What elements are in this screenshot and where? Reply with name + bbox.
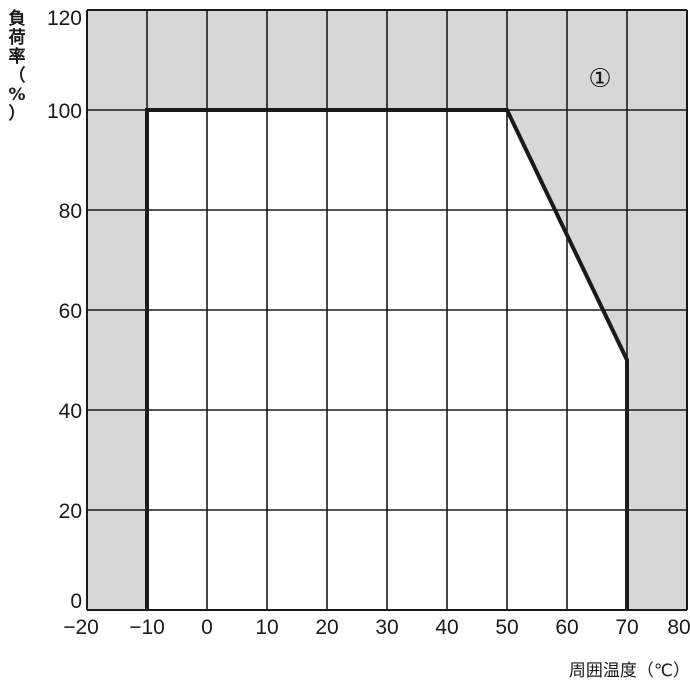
x-tick-labels: −20 −10 0 10 20 30 40 50 60 70 80	[63, 616, 690, 639]
x-tick-label: −20	[63, 616, 99, 639]
x-tick-label: 60	[555, 616, 578, 639]
y-tick-labels: 0 20 40 60 80 100 120	[47, 7, 82, 613]
x-axis-label: 周囲温度（℃）	[569, 661, 690, 681]
x-tick-label: 0	[201, 616, 213, 639]
y-axis-label-char: %	[8, 85, 25, 105]
y-tick-label: 20	[59, 500, 82, 523]
region-annotation: ①	[588, 64, 611, 94]
x-tick-label: −10	[129, 616, 165, 639]
x-tick-label: 80	[667, 616, 690, 639]
y-axis-label-char: ）	[9, 103, 26, 124]
y-tick-label: 80	[59, 200, 82, 223]
y-axis-label-char: （	[9, 65, 26, 86]
x-tick-label: 20	[315, 616, 338, 639]
y-tick-label: 120	[47, 7, 82, 30]
y-axis-label-char: 負	[9, 9, 26, 29]
y-tick-label: 60	[59, 300, 82, 323]
y-axis-label-char: 率	[9, 46, 26, 67]
grid	[86, 9, 688, 611]
y-tick-label: 100	[47, 100, 82, 123]
y-tick-label: 0	[70, 590, 82, 613]
x-tick-label: 40	[435, 616, 458, 639]
x-tick-label: 10	[255, 616, 278, 639]
derating-curve	[145, 108, 629, 610]
y-axis-label: 負荷率（%）	[8, 9, 25, 124]
x-tick-label: 70	[615, 616, 638, 639]
x-tick-label: 30	[375, 616, 398, 639]
y-axis-label-char: 荷	[9, 27, 26, 48]
y-tick-label: 40	[59, 400, 82, 423]
x-tick-label: 50	[495, 616, 518, 639]
